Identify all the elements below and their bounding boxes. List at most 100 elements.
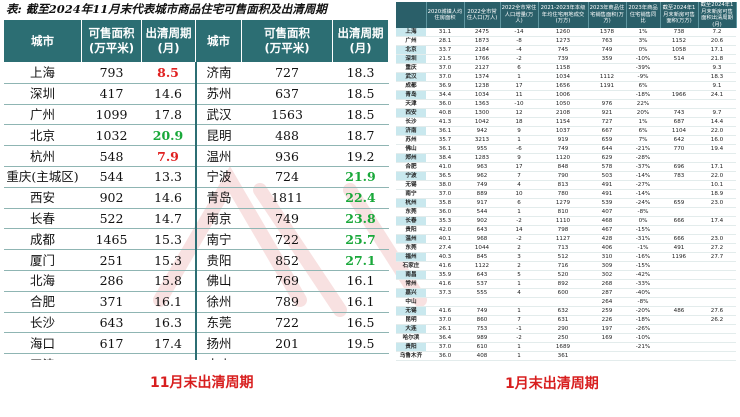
right-cell: 302 (588, 270, 626, 281)
right-cell: -10% (626, 54, 660, 65)
cell-area: 724 (241, 166, 333, 188)
cell-area: 1099 (81, 104, 142, 126)
cell-area: 617 (81, 332, 142, 355)
cell-area: 286 (81, 270, 142, 292)
cell-period: 8.5 (141, 62, 197, 84)
right-cell: -14% (626, 171, 660, 182)
right-cell: 10 (500, 189, 538, 200)
right-cell: 23.0 (698, 234, 736, 245)
right-cell: 37.0 (426, 189, 464, 200)
cell-period: 14.7 (141, 208, 197, 230)
right-cell (464, 297, 500, 308)
right-cell: 1120 (538, 153, 588, 164)
right-cell: 743 (660, 108, 698, 119)
right-cell: 17.4 (698, 216, 736, 227)
cell-city: 贵阳 (195, 249, 242, 271)
right-cell: 503 (588, 171, 626, 182)
right-cell: -2 (500, 333, 538, 344)
cell-period: 19.5 (332, 332, 389, 355)
right-cell: 578 (588, 162, 626, 173)
right-cell: -42% (626, 270, 660, 281)
right-cell: 1374 (464, 72, 500, 83)
right-cell: 1300 (464, 108, 500, 119)
right-cell (698, 153, 736, 164)
cell-period: 17.8 (141, 104, 197, 126)
right-cell: 1006 (538, 90, 588, 101)
right-cell: 1 (500, 207, 538, 218)
right-cell: 11 (500, 90, 538, 101)
right-cell: 848 (538, 162, 588, 173)
right-cell: 406 (588, 243, 626, 254)
cell-area: 1465 (81, 228, 142, 251)
right-cell: 杭州 (396, 198, 426, 209)
right-cell: 南昌 (396, 270, 426, 281)
right-cell: 468 (588, 216, 626, 227)
left-header-row: 城市 可售面积 (万平米) 出清周期 (月) 城市 可售面积 (万平米) 出清周期 (月… (3, 19, 389, 63)
right-cell: 407 (588, 207, 626, 218)
cell-area: 251 (81, 249, 142, 271)
cell-period: 15.8 (141, 270, 197, 292)
right-cell: -33% (626, 279, 660, 290)
right-cell: -21% (626, 144, 660, 155)
cell-city: 温州 (195, 145, 242, 167)
right-cell: 889 (464, 189, 500, 200)
right-cell: 963 (464, 162, 500, 173)
right-cell (660, 180, 698, 191)
right-cell: 10.1 (698, 180, 736, 191)
right-cell: 上海 (396, 28, 426, 38)
cell-area: 793 (81, 62, 142, 84)
right-cell: 19.4 (698, 144, 736, 155)
right-cell (660, 189, 698, 200)
right-cell: 中山 (396, 297, 426, 308)
right-caption: 1月末出清周期 (505, 376, 599, 392)
cell-city: 宁波 (195, 166, 242, 188)
right-cell (660, 333, 698, 344)
cell-period: 22.4 (332, 187, 389, 209)
cell-period: 16.1 (141, 291, 197, 313)
right-cell: 22% (626, 99, 660, 110)
right-table-row: 贵阳 37.0 610 1 1689 -21% (396, 342, 736, 353)
right-cell: 968 (464, 234, 500, 245)
right-cell: 20.6 (698, 36, 736, 47)
right-table-row: 武汉 37.0 1374 1 1034 1112 -9% 18.3 (396, 72, 736, 83)
cell-city: 广州 (3, 104, 82, 126)
right-cell: 郑州 (396, 153, 426, 164)
right-cell: 1112 (588, 72, 626, 83)
right-cell: 1058 (660, 45, 698, 56)
right-cell: 359 (588, 54, 626, 65)
right-cell (660, 225, 698, 236)
right-cell: 4 (500, 180, 538, 191)
cell-area: 488 (241, 124, 333, 147)
right-cell (698, 261, 736, 272)
cell-period: 19.2 (332, 145, 389, 167)
right-cell: 1966 (660, 90, 698, 101)
right-cell: -4 (500, 45, 538, 56)
area-header-unit: (万平米) (88, 41, 134, 55)
right-cell: 716 (538, 261, 588, 272)
right-cell: 1037 (538, 126, 588, 137)
left-table-row: 北京 1032 20.9 昆明 488 18.7 (3, 124, 389, 147)
right-cell: 268 (588, 279, 626, 290)
right-cell: -20% (626, 306, 660, 317)
right-cell: 17 (500, 81, 538, 92)
cell-area: 936 (241, 145, 333, 167)
right-table-row: 上海 31.1 2475 -14 1260 1378 1% 738 7.2 (396, 28, 736, 38)
right-cell: -2 (500, 54, 538, 65)
right-cell: 287 (588, 288, 626, 299)
right-cell: 天津 (396, 99, 426, 110)
cell-area: 1563 (241, 104, 333, 126)
right-cell (660, 63, 698, 74)
right-table-row: 合肥 41.0 963 17 848 578 -37% 696 17.1 (396, 162, 736, 173)
right-header-cell (396, 2, 427, 28)
cell-period: 20.9 (141, 124, 197, 147)
right-cell: 3% (626, 36, 660, 47)
right-cell: 1154 (538, 117, 588, 128)
right-cell: -8% (626, 297, 660, 308)
right-table-row: 东莞 27.4 1044 2 713 406 -1% 491 27.2 (396, 243, 736, 254)
left-table-row: 深圳 417 14.6 苏州 637 18.5 (3, 83, 389, 105)
right-cell: 783 (660, 171, 698, 182)
cell-city: 北海 (3, 270, 82, 292)
cell-area: 902 (81, 187, 142, 209)
right-cell (660, 342, 698, 353)
right-header-cell: 2022全市常住人口增量(万人) (500, 2, 539, 28)
